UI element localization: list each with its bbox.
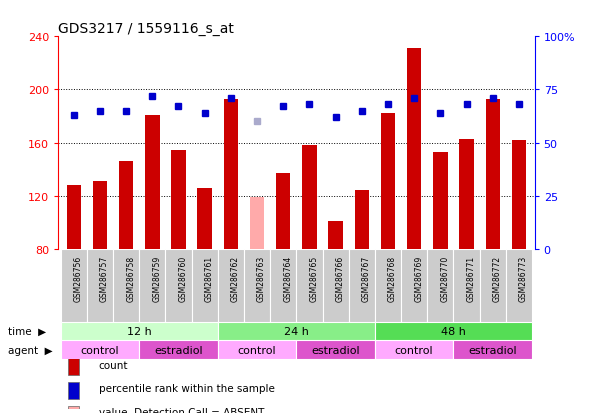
Bar: [60, 249, 87, 322]
Bar: [270, 249, 296, 322]
Text: estradiol: estradiol: [154, 345, 203, 355]
Text: 48 h: 48 h: [441, 326, 466, 336]
Text: GDS3217 / 1559116_s_at: GDS3217 / 1559116_s_at: [58, 22, 234, 36]
Bar: [139, 249, 166, 322]
Text: GSM286758: GSM286758: [126, 255, 135, 301]
Text: percentile rank within the sample: percentile rank within the sample: [98, 384, 274, 394]
Text: GSM286757: GSM286757: [100, 255, 109, 301]
Bar: [375, 249, 401, 322]
Bar: [354, 191, 369, 249]
Bar: [218, 341, 296, 359]
Bar: [113, 249, 139, 322]
Bar: [218, 322, 375, 341]
Text: 12 h: 12 h: [127, 326, 152, 336]
Bar: [224, 100, 238, 249]
Bar: [511, 140, 526, 249]
Bar: [375, 341, 453, 359]
Bar: [171, 151, 186, 249]
Text: GSM286771: GSM286771: [467, 255, 475, 301]
Bar: [145, 115, 159, 249]
Bar: [166, 249, 192, 322]
Bar: [276, 173, 290, 249]
Bar: [427, 249, 453, 322]
Text: GSM286766: GSM286766: [335, 255, 345, 301]
Bar: [67, 185, 81, 249]
Text: control: control: [395, 345, 433, 355]
Bar: [244, 249, 270, 322]
Bar: [139, 341, 218, 359]
Bar: [68, 358, 79, 375]
Bar: [328, 221, 343, 249]
Text: GSM286768: GSM286768: [388, 255, 397, 301]
Text: GSM286764: GSM286764: [284, 255, 292, 301]
Bar: [68, 406, 79, 413]
Text: GSM286760: GSM286760: [178, 255, 188, 301]
Bar: [250, 197, 264, 249]
Text: control: control: [81, 345, 119, 355]
Bar: [87, 249, 113, 322]
Bar: [60, 341, 139, 359]
Text: GSM286765: GSM286765: [309, 255, 318, 301]
Text: agent  ▶: agent ▶: [8, 345, 53, 355]
Text: GSM286769: GSM286769: [414, 255, 423, 301]
Bar: [60, 322, 218, 341]
Bar: [323, 249, 349, 322]
Bar: [401, 249, 427, 322]
Bar: [375, 322, 532, 341]
Text: GSM286759: GSM286759: [152, 255, 161, 301]
Bar: [93, 182, 107, 249]
Text: value, Detection Call = ABSENT: value, Detection Call = ABSENT: [98, 407, 264, 413]
Text: GSM286756: GSM286756: [74, 255, 82, 301]
Text: GSM286773: GSM286773: [519, 255, 528, 301]
Bar: [480, 249, 506, 322]
Bar: [486, 100, 500, 249]
Text: 24 h: 24 h: [284, 326, 309, 336]
Bar: [453, 341, 532, 359]
Bar: [506, 249, 532, 322]
Text: time  ▶: time ▶: [8, 326, 46, 336]
Bar: [119, 162, 133, 249]
Bar: [68, 382, 79, 399]
Text: GSM286763: GSM286763: [257, 255, 266, 301]
Text: count: count: [98, 360, 128, 370]
Text: GSM286770: GSM286770: [441, 255, 449, 301]
Bar: [302, 146, 316, 249]
Bar: [296, 249, 323, 322]
Bar: [453, 249, 480, 322]
Text: GSM286772: GSM286772: [492, 255, 502, 301]
Text: estradiol: estradiol: [469, 345, 517, 355]
Bar: [459, 139, 474, 249]
Bar: [433, 152, 447, 249]
Bar: [192, 249, 218, 322]
Bar: [197, 188, 212, 249]
Text: GSM286761: GSM286761: [205, 255, 214, 301]
Bar: [349, 249, 375, 322]
Text: GSM286762: GSM286762: [231, 255, 240, 301]
Text: estradiol: estradiol: [311, 345, 360, 355]
Bar: [381, 114, 395, 249]
Bar: [407, 49, 422, 249]
Bar: [218, 249, 244, 322]
Text: control: control: [238, 345, 276, 355]
Text: GSM286767: GSM286767: [362, 255, 371, 301]
Bar: [296, 341, 375, 359]
